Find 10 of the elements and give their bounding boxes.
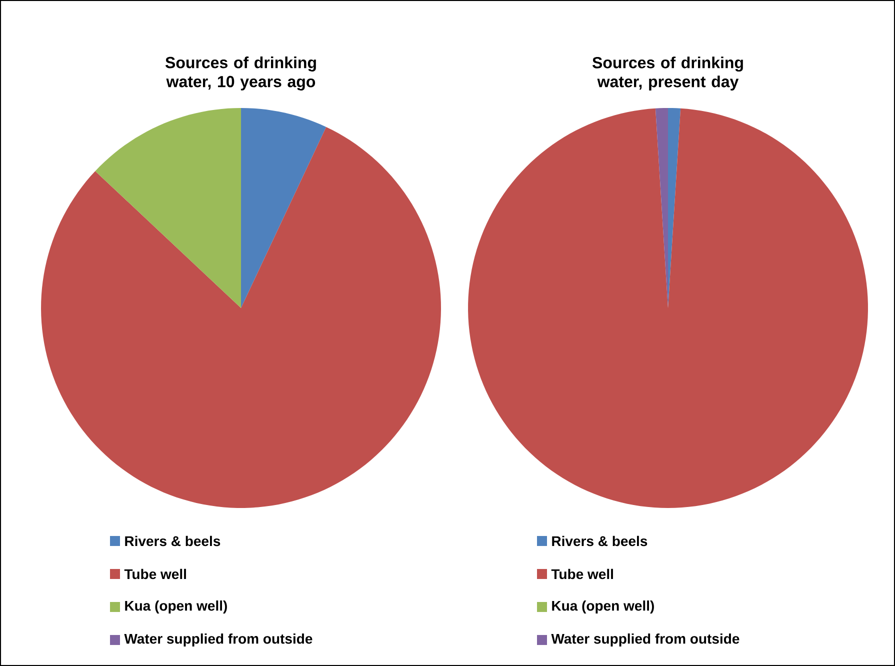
legend-label: Water supplied from outside [124,633,312,647]
legend-label: Tube well [124,568,186,580]
legend-label: Rivers & beels [552,536,648,546]
chart-title: Sources of drinking water, 10 years ago [165,56,316,90]
chart-title: Sources of drinking water, present day [592,56,743,90]
legend-label: Rivers & beels [125,536,220,546]
legend-label: Tube well [551,568,613,580]
legend-label: Water supplied from outside [551,633,740,647]
legend-label: Kua (open well) [125,600,227,614]
legend-label: Kua (open well) [552,600,654,614]
